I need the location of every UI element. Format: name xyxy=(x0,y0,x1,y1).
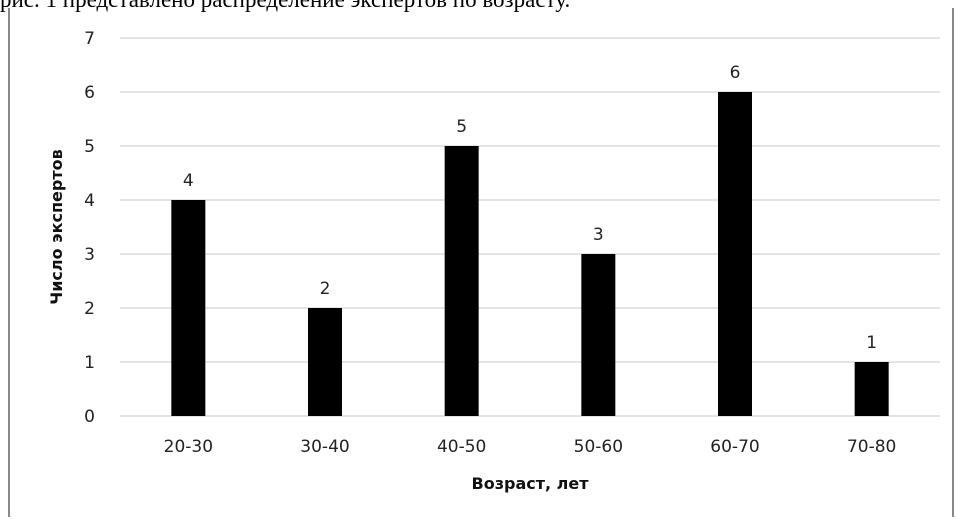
y-tick-label: 0 xyxy=(84,407,95,427)
y-tick-label: 6 xyxy=(84,83,95,103)
x-tick-label: 60-70 xyxy=(710,437,759,457)
y-tick-label: 3 xyxy=(84,245,95,265)
data-label: 6 xyxy=(730,63,741,83)
bar xyxy=(718,92,752,416)
data-label: 4 xyxy=(183,171,194,191)
data-label: 5 xyxy=(456,117,467,137)
x-tick-label: 20-30 xyxy=(164,437,213,457)
data-label: 3 xyxy=(593,225,604,245)
bar xyxy=(581,254,616,416)
bars xyxy=(171,92,889,416)
y-tick-label: 5 xyxy=(84,137,95,157)
data-label: 2 xyxy=(320,279,331,299)
bar xyxy=(171,200,206,416)
x-tick-label: 70-80 xyxy=(847,437,896,457)
x-tick-label: 50-60 xyxy=(574,437,623,457)
y-tick-label: 2 xyxy=(84,299,95,319)
bar xyxy=(854,362,889,416)
data-label: 1 xyxy=(866,333,877,353)
x-tick-labels: 20-30 30-40 40-50 50-60 60-70 70-80 xyxy=(164,437,897,457)
data-labels: 4 2 5 3 6 1 xyxy=(183,63,877,353)
bar xyxy=(444,146,479,416)
x-tick-label: 40-50 xyxy=(437,437,486,457)
gridlines xyxy=(120,37,940,417)
y-tick-label: 7 xyxy=(84,29,95,49)
y-tick-labels: 0 1 2 3 4 5 6 7 xyxy=(84,29,95,427)
chart-frame xyxy=(8,8,954,517)
y-tick-label: 4 xyxy=(84,191,95,211)
y-axis-title: Число экспертов xyxy=(47,149,66,304)
x-axis-title: Возраст, лет xyxy=(472,474,590,493)
figure-caption: рис. 1 представлено распределение экспер… xyxy=(0,0,956,12)
y-tick-label: 1 xyxy=(84,353,95,373)
x-tick-label: 30-40 xyxy=(300,437,349,457)
bar xyxy=(308,308,342,416)
